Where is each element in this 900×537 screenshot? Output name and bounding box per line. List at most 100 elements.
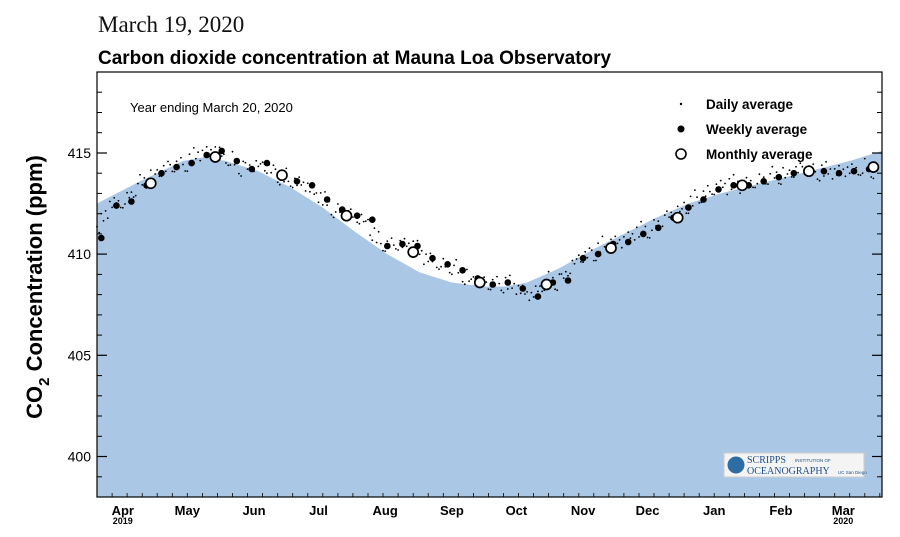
daily-point: [666, 210, 668, 213]
daily-point: [244, 161, 247, 164]
weekly-point: [98, 234, 105, 242]
daily-point: [702, 190, 705, 193]
daily-point: [438, 268, 440, 270]
weekly-point: [128, 198, 135, 205]
daily-point: [767, 183, 769, 186]
daily-point: [823, 175, 825, 177]
daily-point: [386, 240, 389, 243]
logo-line1-small: INSTITUTION OF: [795, 458, 831, 463]
daily-point: [530, 291, 533, 294]
daily-point: [564, 270, 567, 273]
weekly-point: [173, 163, 180, 171]
daily-point: [167, 160, 169, 163]
daily-point: [412, 240, 415, 243]
daily-point: [595, 259, 597, 262]
legend-monthly-label: Monthly average: [706, 147, 813, 162]
weekly-point: [504, 279, 512, 286]
daily-point: [640, 220, 642, 223]
daily-point: [180, 156, 182, 159]
annotation: Year ending March 20, 2020: [130, 100, 293, 115]
weekly-point: [308, 182, 316, 189]
daily-point: [186, 170, 189, 173]
daily-point: [872, 177, 875, 180]
daily-point: [534, 285, 537, 287]
daily-point: [818, 179, 821, 182]
daily-point: [463, 283, 466, 286]
daily-point: [633, 239, 636, 241]
daily-point: [552, 276, 554, 279]
legend-monthly-marker: [675, 148, 687, 160]
daily-point: [390, 237, 393, 240]
weekly-point: [655, 224, 662, 232]
daily-point: [689, 195, 692, 198]
daily-point: [851, 163, 853, 166]
weekly-point: [263, 159, 271, 167]
daily-point: [397, 249, 399, 251]
daily-point: [184, 170, 187, 172]
daily-point: [489, 288, 492, 291]
daily-point: [192, 147, 195, 149]
daily-point: [240, 175, 243, 177]
daily-point: [263, 169, 266, 172]
daily-point: [195, 157, 197, 160]
monthly-point: [867, 161, 880, 173]
daily-point: [827, 173, 830, 175]
daily-point: [696, 196, 698, 199]
daily-point: [223, 153, 225, 156]
daily-point: [709, 190, 711, 193]
monthly-point: [803, 165, 815, 178]
daily-point: [833, 168, 836, 170]
daily-point: [466, 268, 468, 271]
weekly-point: [790, 169, 798, 177]
daily-point: [457, 271, 460, 274]
daily-point: [668, 216, 670, 219]
daily-point: [227, 164, 230, 167]
daily-point: [358, 222, 361, 225]
daily-point: [302, 181, 305, 184]
daily-point: [367, 218, 369, 221]
weekly-point: [188, 159, 195, 167]
x-tick-label: Mar: [832, 503, 855, 518]
daily-point: [814, 170, 817, 173]
daily-point: [337, 203, 339, 205]
daily-point: [528, 299, 531, 302]
x-tick-label: Jun: [242, 503, 265, 518]
daily-point: [442, 257, 445, 260]
daily-point: [790, 176, 793, 178]
daily-point: [724, 182, 726, 185]
daily-point: [676, 205, 679, 208]
daily-point: [537, 290, 539, 293]
daily-point: [620, 246, 623, 249]
weekly-point: [700, 196, 707, 203]
weekly-point: [534, 293, 542, 300]
daily-point: [580, 261, 582, 263]
daily-point: [418, 253, 421, 256]
weekly-point: [384, 242, 391, 250]
area-layer: [97, 150, 882, 497]
daily-point: [820, 164, 823, 167]
daily-point: [560, 273, 563, 275]
daily-point: [487, 288, 490, 290]
weekly-point: [233, 157, 241, 165]
daily-point: [629, 237, 632, 240]
daily-point: [139, 173, 141, 176]
daily-point: [592, 259, 595, 262]
weekly-point: [369, 216, 376, 223]
daily-point: [603, 245, 606, 248]
y-axis-label: CO2 Concentration (ppm): [22, 155, 53, 419]
daily-point: [627, 231, 630, 234]
y-tick-label: 410: [68, 246, 92, 262]
daily-point: [137, 182, 139, 185]
daily-point: [515, 293, 518, 296]
daily-point: [582, 261, 584, 263]
daily-point: [756, 182, 759, 185]
weekly-point: [444, 261, 451, 268]
daily-point: [721, 186, 724, 189]
daily-point: [407, 242, 410, 245]
logo-box: [723, 452, 865, 478]
daily-point: [657, 220, 660, 223]
daily-point: [816, 178, 819, 181]
daily-point: [451, 273, 453, 276]
daily-point: [558, 273, 561, 276]
daily-point: [644, 225, 647, 228]
